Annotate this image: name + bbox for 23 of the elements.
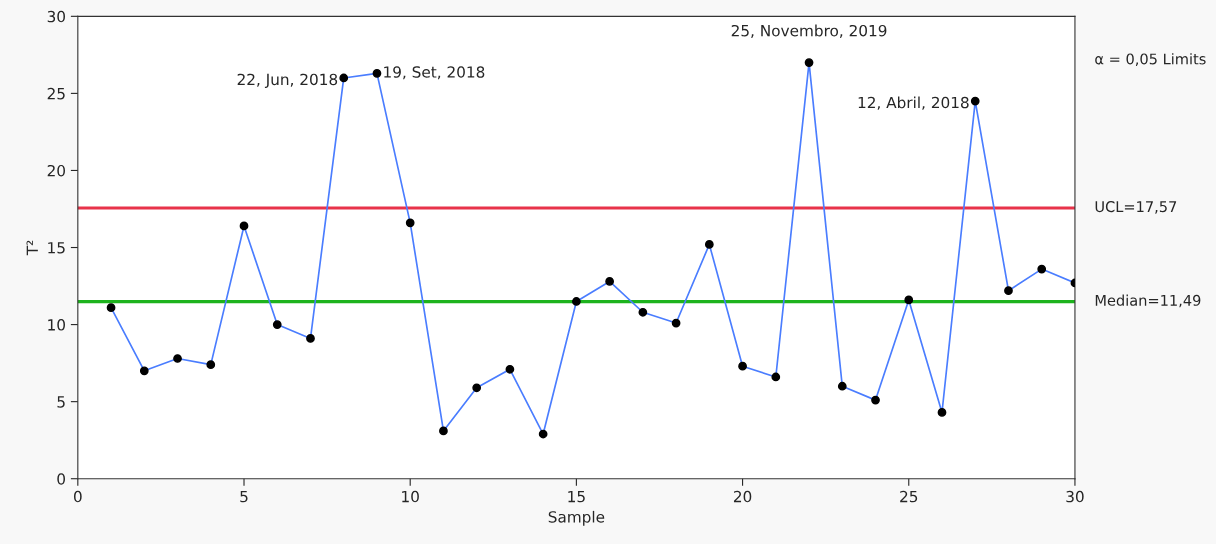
- x-tick-label: 30: [1066, 490, 1084, 503]
- y-tick-label: 15: [48, 242, 65, 254]
- y-tick-label: 0: [57, 473, 65, 485]
- x-tick-label: 25: [900, 490, 918, 503]
- ref-line-label: Median=11,49: [1095, 294, 1201, 308]
- y-tick-label: 30: [47, 10, 65, 23]
- x-tick-label: 20: [733, 490, 752, 503]
- x-tick-label: 10: [402, 490, 419, 503]
- annotation: 22, Jun, 2018: [237, 73, 338, 89]
- x-tick-label: 15: [568, 491, 585, 503]
- annotation: 12, Abril, 2018: [858, 96, 969, 110]
- y-tick-label: 25: [47, 87, 65, 100]
- text: α = 0,05 Limits: [1095, 53, 1206, 66]
- x-tick-label: 0: [73, 490, 82, 503]
- annotation: 25, Novembro, 2019: [731, 24, 887, 38]
- y-axis-title: T²: [26, 240, 38, 256]
- y-tick-label: 20: [47, 164, 65, 177]
- x-tick-label: 5: [240, 491, 248, 503]
- ref-line-label: UCL=17,57: [1095, 201, 1177, 214]
- y-tick-label: 10: [48, 319, 65, 331]
- annotation: 19, Set, 2018: [384, 66, 485, 80]
- x-axis-title: Sample: [548, 510, 605, 526]
- y-tick-label: 5: [57, 396, 65, 408]
